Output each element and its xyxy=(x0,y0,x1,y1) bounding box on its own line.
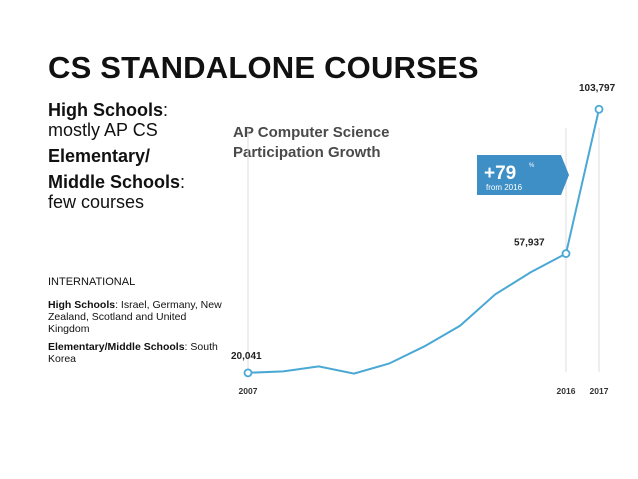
elementary-label-2: Middle Schools xyxy=(48,172,181,192)
value-label-2016: 57,937 xyxy=(514,238,545,249)
high-schools-label: High Schools xyxy=(48,100,164,120)
intl-em-label: Elementary/Middle Schools xyxy=(48,341,185,353)
value-label-2017: 103,797 xyxy=(579,83,616,94)
data-points: 20,041 57,937 103,797 xyxy=(231,83,616,378)
slide-title: CS STANDALONE COURSES xyxy=(48,50,479,85)
badge-main-text: +79 xyxy=(484,163,516,184)
elementary-desc: few courses xyxy=(48,192,145,212)
point-2017 xyxy=(594,104,604,114)
chart-title-line-1: AP Computer Science xyxy=(233,124,389,141)
high-schools-line: High Schools: mostly AP CS xyxy=(48,100,228,140)
point-2016 xyxy=(561,249,571,258)
badge-sub-text: from 2016 xyxy=(486,183,523,192)
intl-hs-label: High Schools xyxy=(48,299,116,311)
intl-em-text: : South Korea xyxy=(48,341,218,365)
elementary-label-1: Elementary/ xyxy=(48,146,151,166)
high-schools-desc: mostly AP CS xyxy=(48,120,158,140)
badge-pct-text: % xyxy=(529,163,535,169)
elementary-colon: : xyxy=(180,172,186,192)
intl-elementary-middle: Elementary/Middle Schools: South Korea xyxy=(48,341,228,365)
x-tick-2017: 2017 xyxy=(590,386,609,396)
x-tick-2007: 2007 xyxy=(239,386,258,396)
point-2007 xyxy=(243,368,253,378)
series-line xyxy=(247,108,600,375)
intl-high-schools: High Schools: Israel, Germany, New Zeala… xyxy=(48,299,223,335)
value-label-2007: 20,041 xyxy=(231,351,262,362)
school-summary: High Schools: mostly AP CS Elementary/ M… xyxy=(48,100,228,212)
intl-hs-text: : Israel, Germany, New Zealand, Scotland… xyxy=(48,299,222,335)
chart-title-line-2: Participation Growth xyxy=(233,144,381,161)
international-heading: INTERNATIONAL xyxy=(48,276,136,288)
elementary-line: Elementary/ Middle Schools: few courses xyxy=(48,146,228,212)
x-tick-2016: 2016 xyxy=(557,386,576,396)
growth-badge: +79 % from 2016 xyxy=(477,155,569,195)
high-schools-colon: : xyxy=(163,100,169,120)
x-tick-labels: 2007 2016 2017 xyxy=(239,386,609,396)
growth-badge-shape xyxy=(477,155,569,195)
